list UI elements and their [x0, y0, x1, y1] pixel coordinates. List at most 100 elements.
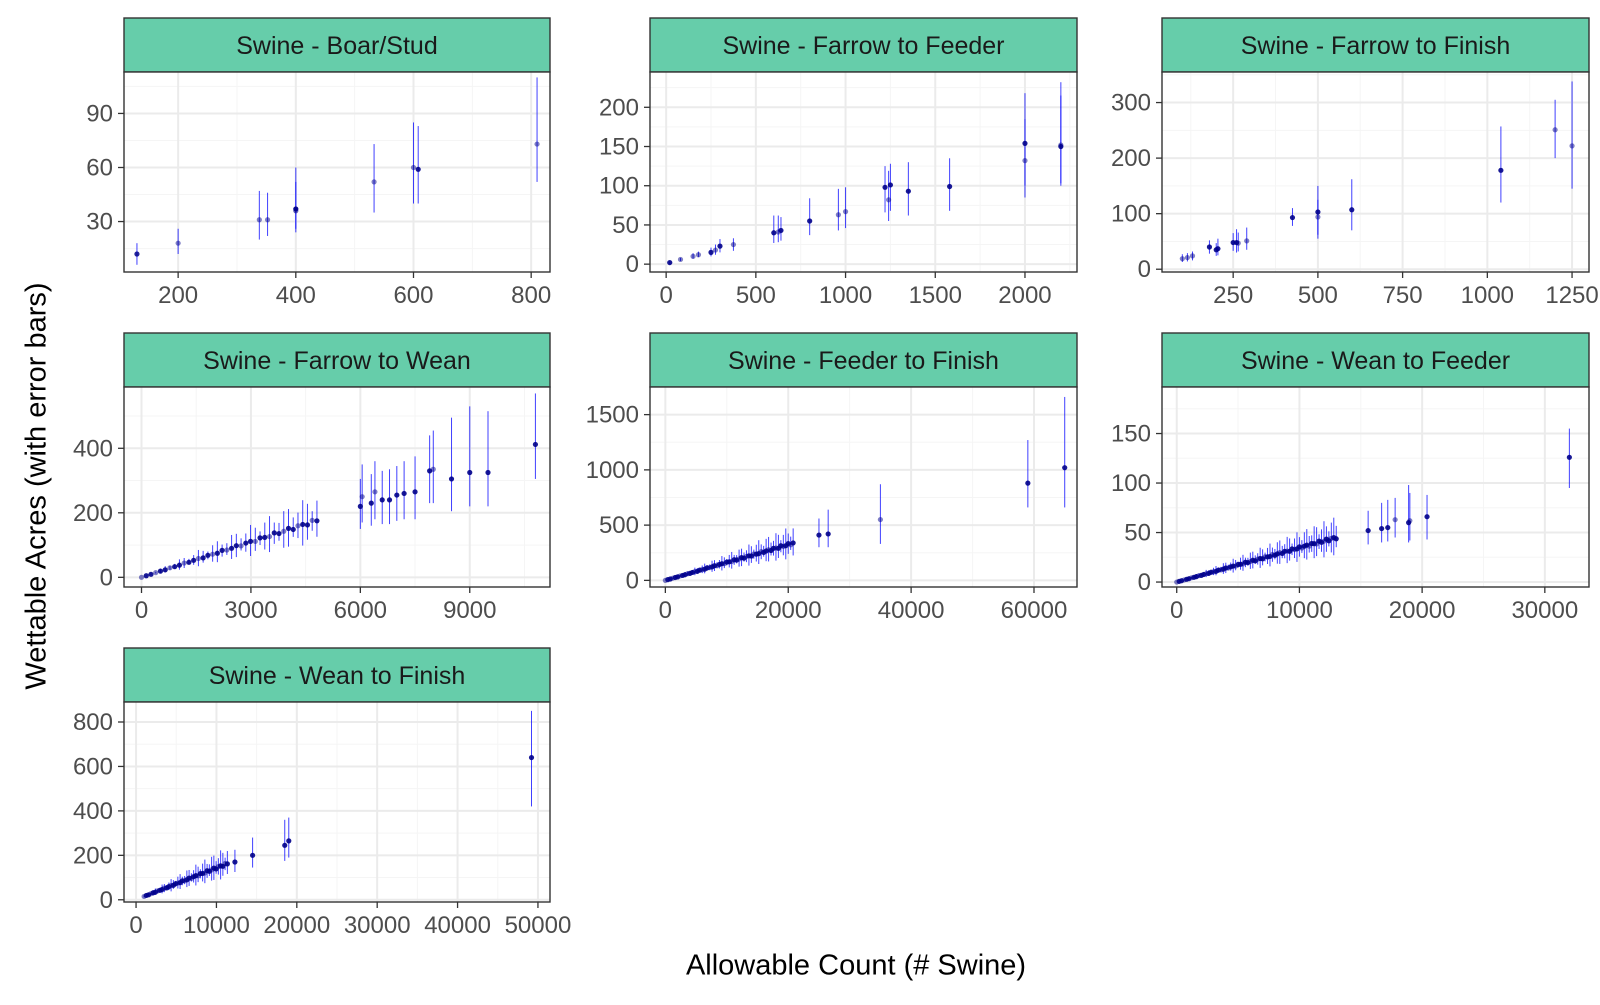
data-point	[309, 517, 315, 523]
x-tick-label: 1500	[909, 282, 962, 309]
y-tick-label: 30	[86, 209, 113, 236]
data-point	[186, 559, 192, 565]
panel-border	[1161, 71, 1590, 273]
panel-border	[123, 701, 551, 903]
data-point	[712, 247, 719, 253]
y-tick-label: 150	[1111, 421, 1151, 448]
facet-strip-label: Swine - Boar/Stud	[236, 32, 438, 60]
facet-panel: Swine - Wean to Finish 0 10000 20000 30000 40…	[73, 647, 571, 939]
facet-strip-label: Swine - Wean to Feeder	[1241, 347, 1510, 375]
data-point	[295, 523, 301, 529]
data-point	[410, 164, 417, 171]
data-point	[1552, 127, 1558, 133]
data-point	[224, 861, 230, 867]
data-point	[1184, 254, 1191, 261]
data-point	[905, 188, 911, 194]
data-point	[138, 574, 145, 580]
data-point	[1189, 253, 1196, 259]
data-point	[256, 217, 262, 223]
x-tick-label: 500	[1298, 282, 1338, 309]
data-point	[771, 230, 777, 236]
data-point	[386, 497, 393, 503]
data-point	[368, 500, 374, 506]
data-point	[1407, 518, 1413, 524]
data-point	[448, 476, 455, 482]
data-point	[1062, 465, 1068, 471]
data-point	[730, 241, 737, 248]
facet-strip	[123, 647, 551, 703]
x-tick-label: 30000	[1511, 597, 1578, 624]
x-tick-label: 60000	[1001, 597, 1068, 624]
data-point	[276, 530, 282, 537]
data-point	[314, 518, 320, 524]
y-tick-label: 1500	[586, 402, 639, 429]
x-tick-label: 0	[659, 597, 672, 624]
facet-strip-label: Swine - Farrow to Wean	[203, 347, 471, 375]
data-point	[214, 550, 220, 556]
panel-background	[124, 387, 550, 587]
y-tick-label: 500	[599, 512, 639, 539]
data-point	[1333, 536, 1339, 542]
data-point	[379, 497, 385, 503]
data-point	[371, 179, 377, 185]
x-axis-title: Allowable Count (# Swine)	[685, 949, 1027, 982]
data-point	[835, 212, 841, 218]
data-point	[816, 532, 822, 538]
data-point	[825, 531, 831, 537]
y-tick-label: 400	[73, 435, 113, 462]
y-tick-label: 150	[599, 134, 639, 161]
data-point	[232, 859, 238, 865]
data-point	[143, 573, 149, 579]
x-tick-label: 10000	[183, 912, 250, 939]
data-point	[153, 570, 159, 576]
facet-strip	[123, 17, 551, 73]
data-point	[233, 543, 239, 549]
y-tick-label: 90	[86, 100, 113, 127]
data-point	[148, 571, 154, 577]
data-point	[1289, 214, 1296, 221]
data-point	[1025, 480, 1031, 486]
data-point	[134, 251, 140, 257]
data-point	[285, 525, 292, 531]
y-tick-label: 200	[1111, 145, 1151, 172]
x-tick-label: 400	[276, 282, 316, 309]
data-point	[1498, 167, 1504, 173]
x-tick-label: 200	[158, 282, 198, 309]
facet-strip	[123, 332, 551, 388]
data-point	[176, 562, 183, 568]
x-tick-label: 9000	[443, 597, 496, 624]
data-point	[882, 184, 888, 190]
data-point	[281, 528, 287, 534]
data-point	[247, 538, 254, 544]
panel-border	[649, 386, 1078, 588]
data-point	[172, 564, 178, 570]
facet-strip	[1161, 332, 1590, 388]
data-point	[257, 535, 263, 541]
data-point	[394, 492, 400, 498]
data-point	[1179, 256, 1185, 262]
facet-panel: Swine - Boar/Stud 200 400 600 800 30 60 90	[86, 17, 551, 309]
data-point	[271, 530, 277, 536]
data-point	[1022, 140, 1028, 146]
data-point	[1022, 158, 1028, 164]
data-point	[677, 256, 684, 263]
facet-strip	[649, 332, 1078, 388]
data-point	[205, 552, 211, 558]
data-point	[224, 547, 230, 553]
panel-border	[123, 71, 551, 273]
y-tick-label: 100	[1111, 201, 1151, 228]
panel-border	[1161, 386, 1590, 588]
x-tick-label: 30000	[344, 912, 411, 939]
data-point	[1315, 214, 1321, 220]
data-point	[210, 551, 216, 557]
y-tick-label: 0	[626, 251, 639, 278]
facet-strip-label: Swine - Farrow to Finish	[1241, 32, 1511, 60]
data-point	[842, 209, 849, 215]
x-tick-label: 1000	[819, 282, 872, 309]
y-axis-title: Wettable Acres (with error bars)	[20, 282, 53, 690]
data-point	[1424, 514, 1430, 520]
data-point	[1058, 142, 1064, 148]
